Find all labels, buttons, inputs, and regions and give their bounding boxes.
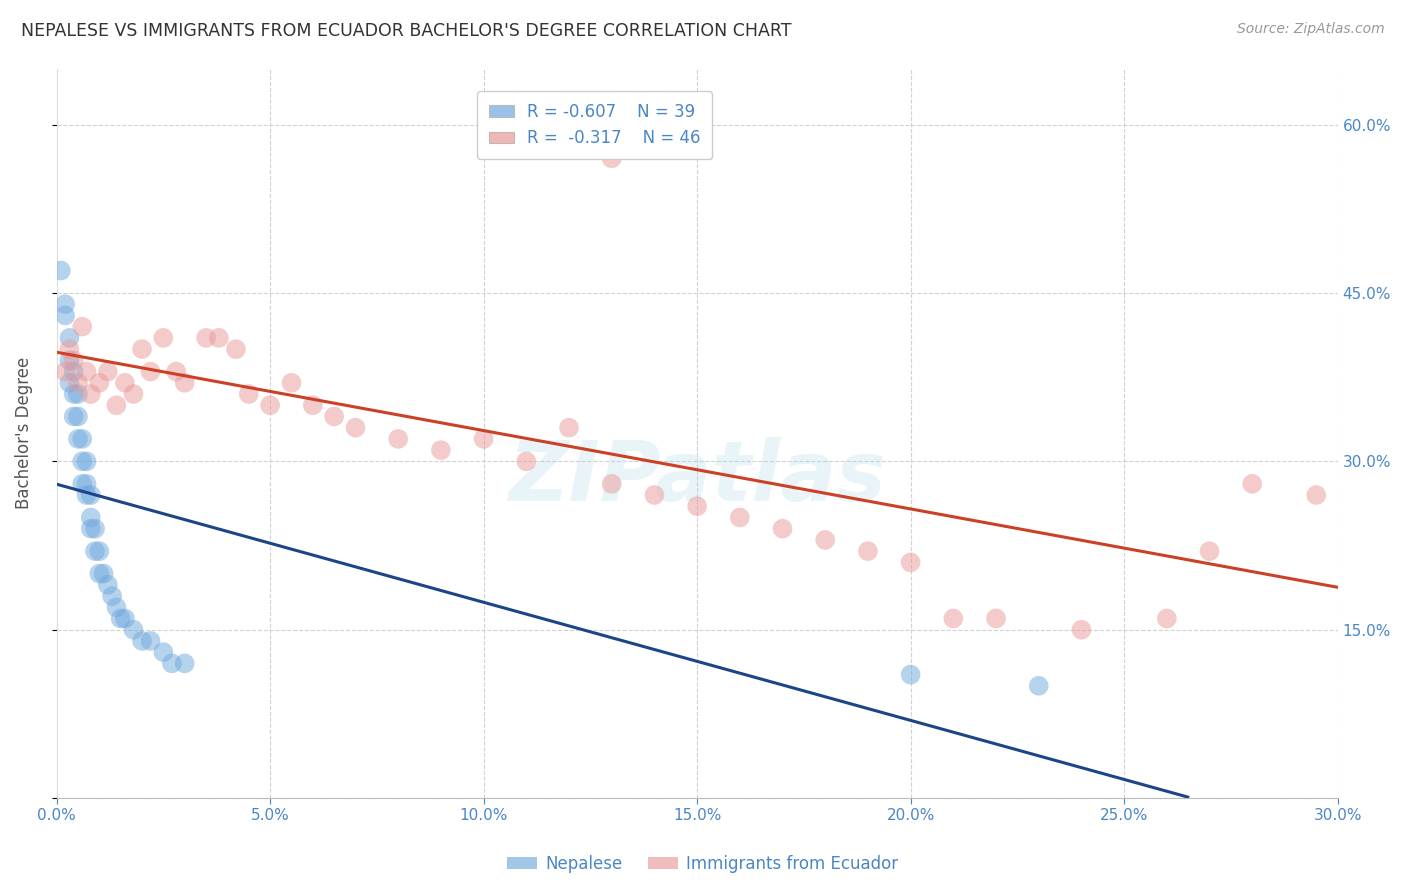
Immigrants from Ecuador <box>430 443 453 458</box>
Nepalese <box>93 566 115 581</box>
Immigrants from Ecuador <box>76 365 98 379</box>
Nepalese <box>152 645 174 659</box>
Immigrants from Ecuador <box>152 331 174 345</box>
Immigrants from Ecuador <box>472 432 495 446</box>
Immigrants from Ecuador <box>173 376 195 390</box>
Nepalese <box>53 297 76 311</box>
Nepalese <box>49 263 72 277</box>
Nepalese <box>62 409 84 424</box>
Nepalese <box>58 353 80 368</box>
Nepalese <box>70 476 93 491</box>
Immigrants from Ecuador <box>1241 476 1264 491</box>
Nepalese <box>58 331 80 345</box>
Nepalese <box>80 522 103 536</box>
Immigrants from Ecuador <box>814 533 837 547</box>
Immigrants from Ecuador <box>728 510 751 524</box>
Nepalese <box>80 510 103 524</box>
Immigrants from Ecuador <box>600 151 623 165</box>
Nepalese <box>76 476 98 491</box>
Immigrants from Ecuador <box>900 555 922 569</box>
Immigrants from Ecuador <box>195 331 218 345</box>
Nepalese <box>139 634 162 648</box>
Nepalese <box>89 566 111 581</box>
Nepalese <box>80 488 103 502</box>
Immigrants from Ecuador <box>323 409 346 424</box>
Nepalese <box>97 578 120 592</box>
Immigrants from Ecuador <box>208 331 231 345</box>
Nepalese <box>58 376 80 390</box>
Immigrants from Ecuador <box>686 500 709 514</box>
Immigrants from Ecuador <box>105 398 128 412</box>
Immigrants from Ecuador <box>686 140 709 154</box>
Nepalese <box>110 611 132 625</box>
Immigrants from Ecuador <box>1198 544 1220 558</box>
Immigrants from Ecuador <box>643 488 665 502</box>
Legend: R = -0.607    N = 39, R =  -0.317    N = 46: R = -0.607 N = 39, R = -0.317 N = 46 <box>477 92 713 159</box>
Text: Source: ZipAtlas.com: Source: ZipAtlas.com <box>1237 22 1385 37</box>
Nepalese <box>114 611 136 625</box>
Immigrants from Ecuador <box>62 353 84 368</box>
Nepalese <box>101 589 124 603</box>
Nepalese <box>70 454 93 468</box>
Immigrants from Ecuador <box>97 365 120 379</box>
Text: NEPALESE VS IMMIGRANTS FROM ECUADOR BACHELOR'S DEGREE CORRELATION CHART: NEPALESE VS IMMIGRANTS FROM ECUADOR BACH… <box>21 22 792 40</box>
Immigrants from Ecuador <box>114 376 136 390</box>
Immigrants from Ecuador <box>301 398 323 412</box>
Immigrants from Ecuador <box>259 398 281 412</box>
Immigrants from Ecuador <box>139 365 162 379</box>
Immigrants from Ecuador <box>984 611 1007 625</box>
Nepalese <box>66 387 89 401</box>
Nepalese <box>70 432 93 446</box>
Immigrants from Ecuador <box>225 342 247 356</box>
Immigrants from Ecuador <box>558 420 581 434</box>
Nepalese <box>53 309 76 323</box>
Immigrants from Ecuador <box>1305 488 1327 502</box>
Nepalese <box>84 522 107 536</box>
Immigrants from Ecuador <box>387 432 409 446</box>
Nepalese <box>173 657 195 671</box>
Nepalese <box>84 544 107 558</box>
Nepalese <box>105 600 128 615</box>
Nepalese <box>66 409 89 424</box>
Nepalese <box>62 365 84 379</box>
Immigrants from Ecuador <box>1070 623 1092 637</box>
Immigrants from Ecuador <box>856 544 879 558</box>
Nepalese <box>122 623 145 637</box>
Nepalese <box>900 667 922 681</box>
Legend: Nepalese, Immigrants from Ecuador: Nepalese, Immigrants from Ecuador <box>501 848 905 880</box>
Immigrants from Ecuador <box>942 611 965 625</box>
Immigrants from Ecuador <box>1156 611 1178 625</box>
Immigrants from Ecuador <box>58 342 80 356</box>
Immigrants from Ecuador <box>131 342 153 356</box>
Nepalese <box>89 544 111 558</box>
Nepalese <box>76 488 98 502</box>
Nepalese <box>62 387 84 401</box>
Nepalese <box>1028 679 1050 693</box>
Y-axis label: Bachelor's Degree: Bachelor's Degree <box>15 357 32 509</box>
Immigrants from Ecuador <box>772 522 794 536</box>
Nepalese <box>66 432 89 446</box>
Immigrants from Ecuador <box>600 476 623 491</box>
Immigrants from Ecuador <box>70 319 93 334</box>
Immigrants from Ecuador <box>66 376 89 390</box>
Nepalese <box>76 454 98 468</box>
Immigrants from Ecuador <box>89 376 111 390</box>
Nepalese <box>131 634 153 648</box>
Immigrants from Ecuador <box>238 387 260 401</box>
Immigrants from Ecuador <box>344 420 367 434</box>
Immigrants from Ecuador <box>515 454 537 468</box>
Immigrants from Ecuador <box>280 376 302 390</box>
Immigrants from Ecuador <box>122 387 145 401</box>
Immigrants from Ecuador <box>80 387 103 401</box>
Nepalese <box>160 657 183 671</box>
Immigrants from Ecuador <box>165 365 187 379</box>
Immigrants from Ecuador <box>53 365 76 379</box>
Text: ZIPatlas: ZIPatlas <box>508 436 886 517</box>
